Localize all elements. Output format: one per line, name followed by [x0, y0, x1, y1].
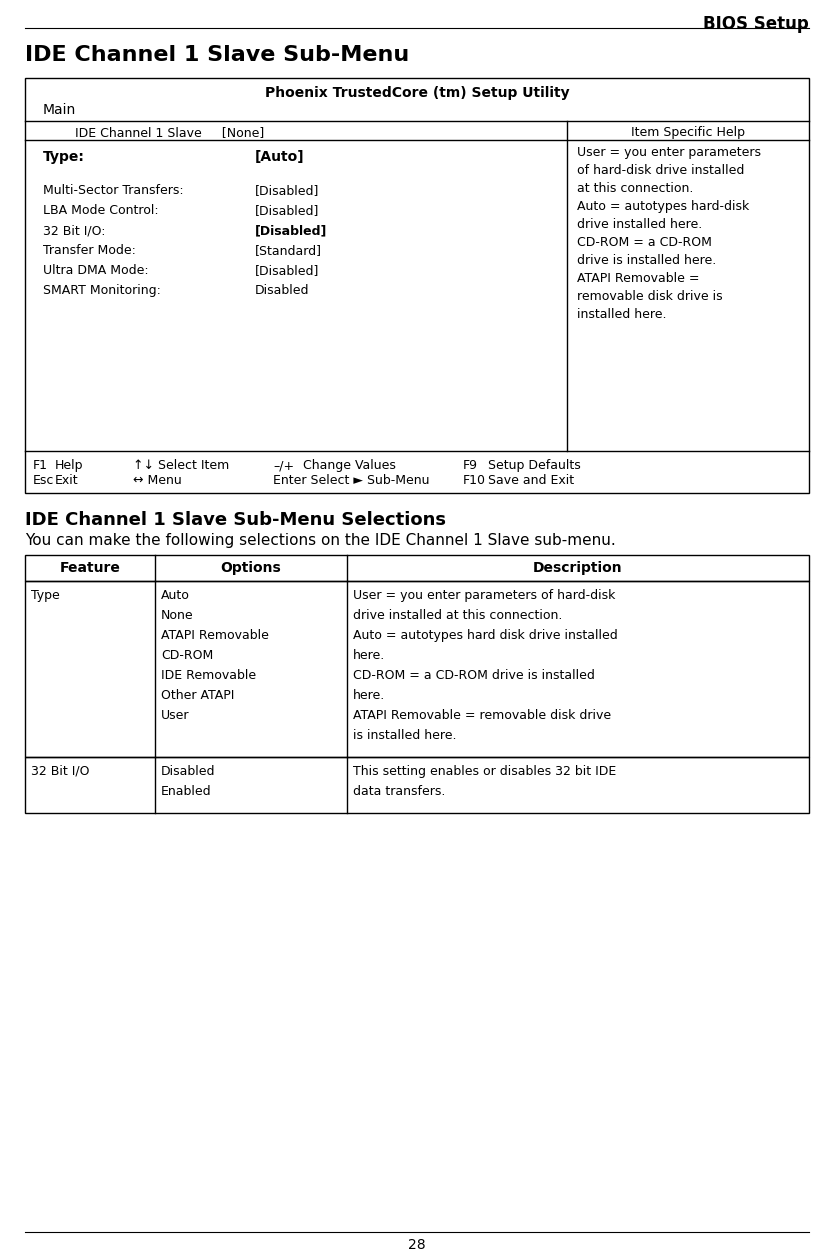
Text: F9: F9	[463, 458, 478, 472]
Text: here.: here.	[353, 649, 385, 662]
Text: User: User	[161, 709, 189, 722]
Text: Type: Type	[31, 590, 60, 602]
Text: You can make the following selections on the IDE Channel 1 Slave sub-menu.: You can make the following selections on…	[25, 533, 615, 548]
Text: CD-ROM: CD-ROM	[161, 649, 214, 662]
Bar	[25, 757, 809, 813]
Text: CD-ROM = a CD-ROM drive is installed: CD-ROM = a CD-ROM drive is installed	[353, 669, 595, 682]
Text: SMART Monitoring:: SMART Monitoring:	[43, 284, 161, 297]
Text: [Disabled]: [Disabled]	[255, 184, 319, 197]
Text: [Disabled]: [Disabled]	[255, 204, 319, 217]
Text: IDE Channel 1 Slave Sub-Menu: IDE Channel 1 Slave Sub-Menu	[25, 45, 409, 65]
Text: Exit: Exit	[55, 475, 78, 487]
Text: drive installed here.: drive installed here.	[577, 219, 702, 231]
Text: Multi-Sector Transfers:: Multi-Sector Transfers:	[43, 184, 183, 197]
Text: data transfers.: data transfers.	[353, 786, 445, 798]
Text: Phoenix TrustedCore (tm) Setup Utility: Phoenix TrustedCore (tm) Setup Utility	[264, 86, 570, 100]
Text: drive is installed here.: drive is installed here.	[577, 254, 716, 267]
Bar	[25, 581, 809, 757]
Text: Auto: Auto	[161, 590, 190, 602]
Text: Disabled: Disabled	[255, 284, 309, 297]
Text: Other ATAPI: Other ATAPI	[161, 689, 234, 702]
Text: 28: 28	[408, 1238, 426, 1249]
Text: Change Values: Change Values	[303, 458, 396, 472]
Text: at this connection.: at this connection.	[577, 182, 693, 195]
Text: LBA Mode Control:: LBA Mode Control:	[43, 204, 158, 217]
Text: 32 Bit I/O: 32 Bit I/O	[31, 764, 89, 778]
Text: Main: Main	[43, 102, 76, 117]
Text: Enabled: Enabled	[161, 786, 212, 798]
Text: IDE Channel 1 Slave     [None]: IDE Channel 1 Slave [None]	[75, 126, 264, 139]
Text: ATAPI Removable = removable disk drive: ATAPI Removable = removable disk drive	[353, 709, 611, 722]
Text: installed here.: installed here.	[577, 309, 666, 321]
Text: Transfer Mode:: Transfer Mode:	[43, 244, 136, 257]
Text: BIOS Setup: BIOS Setup	[703, 15, 809, 32]
Text: ↑↓ Select Item: ↑↓ Select Item	[133, 458, 229, 472]
Bar	[25, 77, 809, 493]
Text: Enter Select ► Sub-Menu: Enter Select ► Sub-Menu	[273, 475, 430, 487]
Text: This setting enables or disables 32 bit IDE: This setting enables or disables 32 bit …	[353, 764, 616, 778]
Text: F1: F1	[33, 458, 48, 472]
Text: Type:: Type:	[43, 150, 85, 164]
Text: None: None	[161, 610, 193, 622]
Text: IDE Removable: IDE Removable	[161, 669, 256, 682]
Text: 32 Bit I/O:: 32 Bit I/O:	[43, 224, 105, 237]
Text: Auto = autotypes hard disk drive installed: Auto = autotypes hard disk drive install…	[353, 629, 618, 642]
Bar	[25, 555, 809, 581]
Text: removable disk drive is: removable disk drive is	[577, 290, 722, 304]
Text: Disabled: Disabled	[161, 764, 215, 778]
Text: User = you enter parameters: User = you enter parameters	[577, 146, 761, 159]
Text: Help: Help	[55, 458, 83, 472]
Text: [Disabled]: [Disabled]	[255, 224, 328, 237]
Text: ATAPI Removable =: ATAPI Removable =	[577, 272, 700, 285]
Text: [Standard]: [Standard]	[255, 244, 322, 257]
Text: Auto = autotypes hard-disk: Auto = autotypes hard-disk	[577, 200, 749, 214]
Text: IDE Channel 1 Slave Sub-Menu Selections: IDE Channel 1 Slave Sub-Menu Selections	[25, 511, 446, 530]
Text: Options: Options	[221, 561, 281, 575]
Text: CD-ROM = a CD-ROM: CD-ROM = a CD-ROM	[577, 236, 712, 249]
Text: [Auto]: [Auto]	[255, 150, 304, 164]
Text: Ultra DMA Mode:: Ultra DMA Mode:	[43, 264, 148, 277]
Text: –/+: –/+	[273, 458, 294, 472]
Text: [Disabled]: [Disabled]	[255, 264, 319, 277]
Text: User = you enter parameters of hard-disk: User = you enter parameters of hard-disk	[353, 590, 615, 602]
Text: Esc: Esc	[33, 475, 54, 487]
Text: ↔ Menu: ↔ Menu	[133, 475, 182, 487]
Text: Item Specific Help: Item Specific Help	[631, 126, 745, 139]
Text: here.: here.	[353, 689, 385, 702]
Text: F10: F10	[463, 475, 486, 487]
Text: Setup Defaults: Setup Defaults	[488, 458, 580, 472]
Text: ATAPI Removable: ATAPI Removable	[161, 629, 269, 642]
Text: Save and Exit: Save and Exit	[488, 475, 574, 487]
Text: of hard-disk drive installed: of hard-disk drive installed	[577, 164, 745, 177]
Text: drive installed at this connection.: drive installed at this connection.	[353, 610, 562, 622]
Text: Feature: Feature	[59, 561, 120, 575]
Text: is installed here.: is installed here.	[353, 729, 456, 742]
Text: Description: Description	[533, 561, 623, 575]
